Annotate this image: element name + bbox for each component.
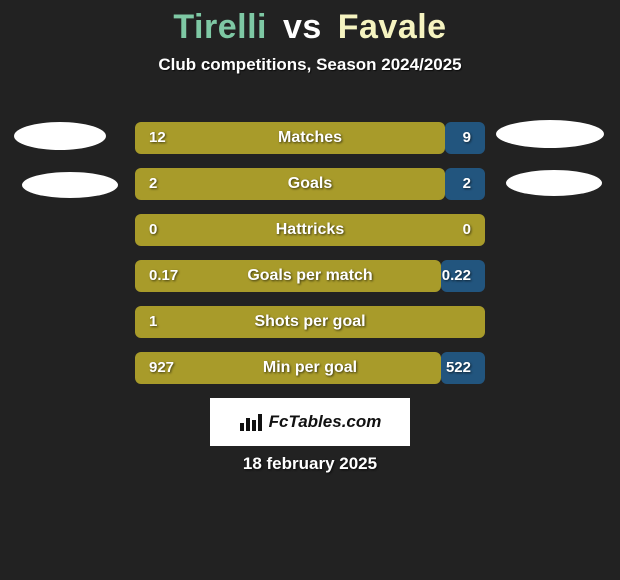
subtitle: Club competitions, Season 2024/2025: [0, 55, 620, 75]
stat-row: 22Goals: [135, 168, 485, 200]
date-line: 18 february 2025: [0, 454, 620, 474]
ellipse-0: [14, 122, 106, 150]
stat-row: 927522Min per goal: [135, 352, 485, 384]
stat-row: 129Matches: [135, 122, 485, 154]
stat-row: 1Shots per goal: [135, 306, 485, 338]
logo-box: FcTables.com: [210, 398, 410, 446]
stat-label: Goals per match: [135, 260, 485, 292]
stat-row: 00Hattricks: [135, 214, 485, 246]
stat-row: 0.170.22Goals per match: [135, 260, 485, 292]
stat-label: Hattricks: [135, 214, 485, 246]
ellipse-3: [506, 170, 602, 196]
title-player-a: Tirelli: [173, 8, 267, 46]
ellipse-1: [22, 172, 118, 198]
title: Tirelli vs Favale: [0, 0, 620, 47]
comparison-card: Tirelli vs Favale Club competitions, Sea…: [0, 0, 620, 580]
stat-label: Goals: [135, 168, 485, 200]
stat-label: Min per goal: [135, 352, 485, 384]
logo-text: FcTables.com: [269, 412, 382, 432]
title-player-b: Favale: [338, 8, 447, 46]
stat-label: Shots per goal: [135, 306, 485, 338]
stat-rows: 129Matches 22Goals 00Hattricks 0.170.22Goal…: [135, 122, 485, 398]
title-sep: vs: [277, 8, 328, 46]
bars-icon: [239, 412, 263, 432]
stat-label: Matches: [135, 122, 485, 154]
ellipse-2: [496, 120, 604, 148]
